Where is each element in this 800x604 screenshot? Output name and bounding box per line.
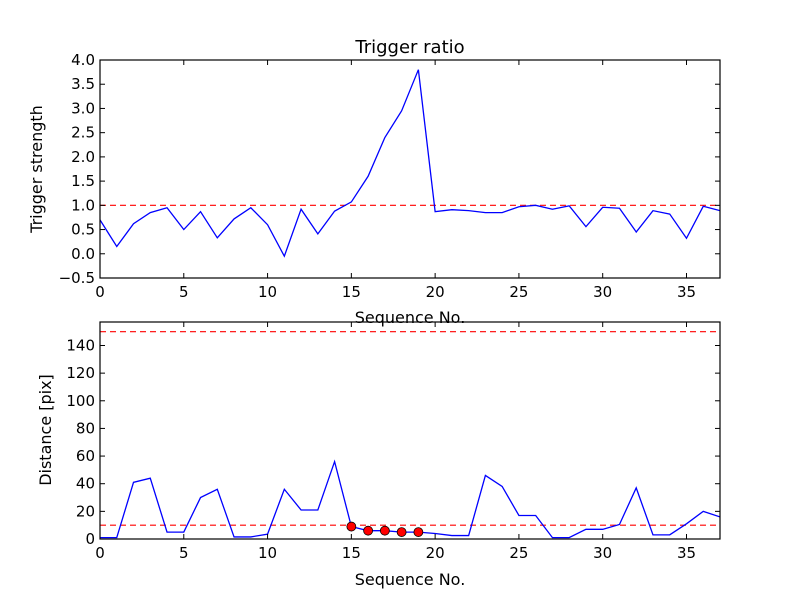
x-tick-label: 30 xyxy=(593,544,612,562)
series-line-distance xyxy=(100,459,720,539)
y-tick-label: 3.0 xyxy=(71,99,95,117)
top-chart-title: Trigger ratio xyxy=(354,37,464,58)
axes-frame xyxy=(99,321,721,540)
x-tick-label: 20 xyxy=(426,544,445,562)
y-tick-label: 20 xyxy=(76,502,95,520)
y-tick-label: 0.0 xyxy=(71,245,95,263)
y-tick-label: 100 xyxy=(66,392,95,410)
top-axes: 0 5 10 15 20 25 30 35 −0.5 0.0 0.5 1.0 1.5 2.0 2.5 3.0 3… xyxy=(59,51,721,301)
bottom-y-label: Distance [pix] xyxy=(36,374,55,486)
x-tick-label: 15 xyxy=(342,544,361,562)
data-marker xyxy=(346,521,357,532)
x-tick-label: 35 xyxy=(677,544,696,562)
axes-frame xyxy=(99,59,721,279)
top-x-label: Sequence No. xyxy=(355,308,466,327)
bottom-x-label: Sequence No. xyxy=(355,570,466,589)
y-tick-label: 2.0 xyxy=(71,148,95,166)
y-tick-label: 1.5 xyxy=(71,172,95,190)
y-tick-label: 1.0 xyxy=(71,196,95,214)
x-tick-label: 10 xyxy=(258,544,277,562)
data-marker xyxy=(413,527,424,537)
x-tick-label: 35 xyxy=(677,283,696,301)
data-marker xyxy=(396,527,407,537)
x-tick-label: 25 xyxy=(509,283,528,301)
y-tick-label: 0.5 xyxy=(71,221,95,239)
x-tick-label: 0 xyxy=(95,283,105,301)
y-tick-label: 60 xyxy=(76,447,95,465)
x-tick-label: 10 xyxy=(258,283,277,301)
y-tick-label: 140 xyxy=(66,336,95,354)
x-tick-label: 5 xyxy=(179,283,189,301)
data-marker xyxy=(379,525,390,536)
x-tick-label: 5 xyxy=(179,544,189,562)
x-tick-label: 20 xyxy=(426,283,445,301)
series-line-trigger-strength xyxy=(100,69,720,258)
bottom-axes: 0 5 10 15 20 25 30 35 0 20 40 60 80 100 120 140 xyxy=(66,321,721,562)
y-tick-label: 0 xyxy=(85,530,95,548)
y-tick-label: 3.5 xyxy=(71,75,95,93)
y-tick-label: −0.5 xyxy=(59,269,95,287)
y-tick-label: 4.0 xyxy=(71,51,95,69)
x-tick-label: 0 xyxy=(95,544,105,562)
y-tick-label: 2.5 xyxy=(71,124,95,142)
y-tick-label: 80 xyxy=(76,419,95,437)
x-tick-label: 25 xyxy=(509,544,528,562)
y-tick-label: 120 xyxy=(66,364,95,382)
x-tick-label: 15 xyxy=(342,283,361,301)
data-marker xyxy=(363,525,374,536)
y-tick-label: 40 xyxy=(76,475,95,493)
top-y-label: Trigger strength xyxy=(27,105,46,234)
x-tick-label: 30 xyxy=(593,283,612,301)
